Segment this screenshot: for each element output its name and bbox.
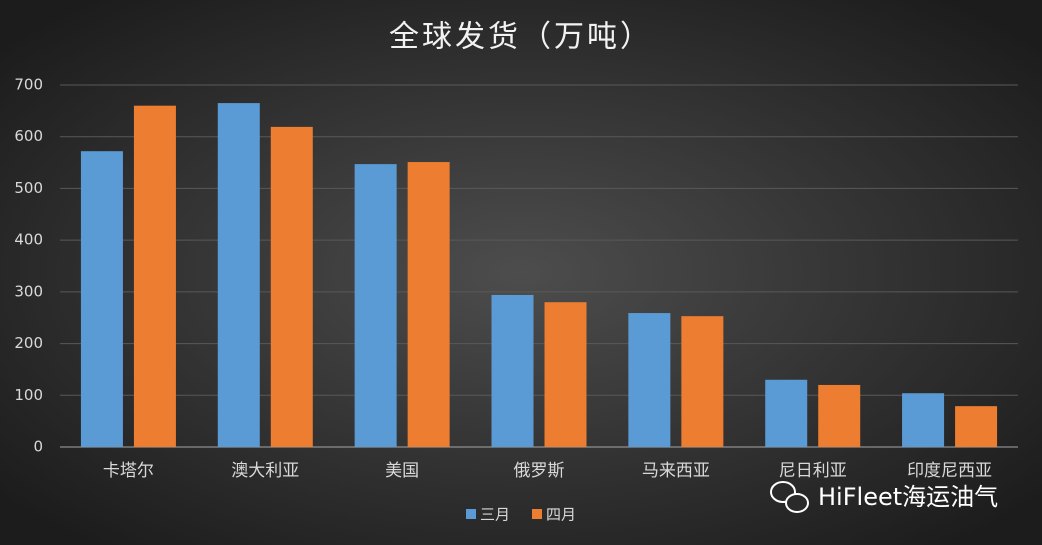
x-tick-label: 马来西亚 (642, 461, 710, 481)
bar (133, 105, 176, 447)
bar (491, 294, 534, 447)
bar (544, 302, 587, 447)
legend-label: 四月 (546, 506, 576, 524)
legend-label: 三月 (480, 506, 510, 524)
bar (217, 103, 260, 447)
legend-swatch (532, 509, 542, 519)
y-tick-label: 0 (33, 438, 43, 456)
x-tick-label: 美国 (385, 461, 419, 481)
y-tick-label: 600 (14, 127, 43, 145)
bar (80, 151, 123, 448)
x-tick-label: 澳大利亚 (231, 461, 299, 481)
watermark-icon (770, 481, 809, 513)
bar (407, 162, 450, 447)
chart-title: 全球发货（万吨） (389, 20, 653, 55)
y-tick-label: 700 (14, 76, 43, 94)
y-tick-label: 100 (14, 386, 43, 404)
y-tick-label: 500 (14, 179, 43, 197)
y-tick-label: 200 (14, 334, 43, 352)
bar (354, 164, 397, 447)
bar (765, 379, 808, 447)
x-tick-label: 印度尼西亚 (907, 461, 992, 481)
bar (270, 126, 313, 447)
y-tick-label: 300 (14, 282, 43, 300)
watermark: HiFleet海运油气 (818, 483, 998, 511)
y-tick-label: 400 (14, 231, 43, 249)
bar (902, 393, 945, 447)
x-tick-label: 俄罗斯 (514, 461, 565, 481)
bar (955, 406, 998, 447)
bar (628, 313, 671, 447)
bar (681, 316, 724, 447)
legend-swatch (466, 509, 476, 519)
bar (818, 384, 861, 447)
x-tick-label: 卡塔尔 (103, 461, 154, 481)
x-tick-label: 尼日利亚 (779, 461, 847, 481)
